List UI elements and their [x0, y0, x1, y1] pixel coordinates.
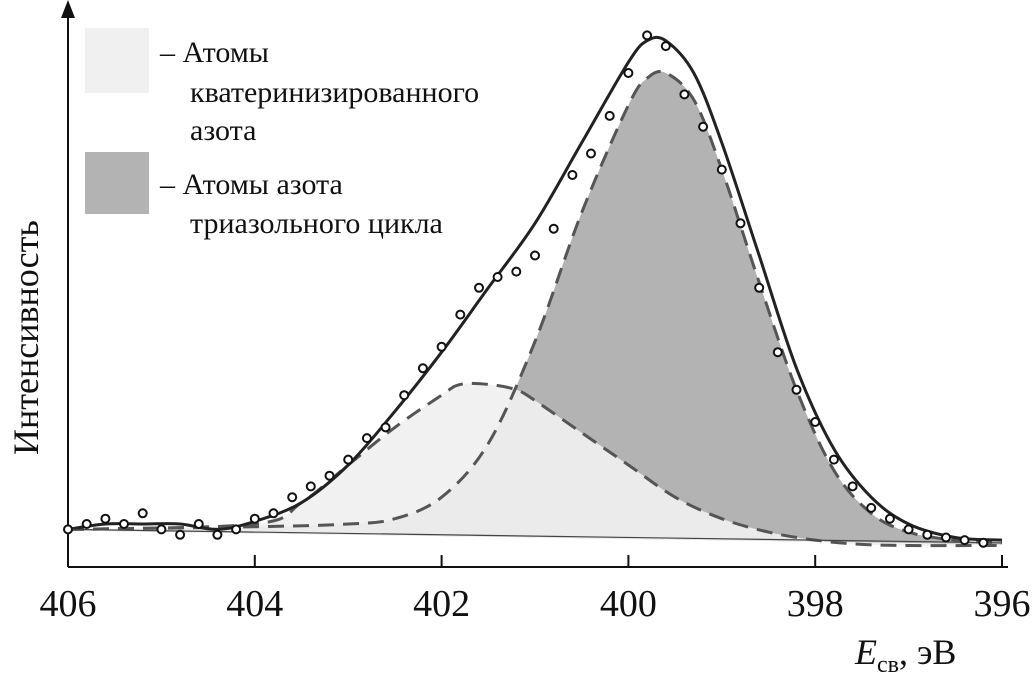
data-point: [660, 41, 671, 52]
x-tick-label: 396: [974, 583, 1031, 625]
data-point: [567, 170, 578, 180]
legend-label-triazole: – Атомы азота: [159, 168, 343, 201]
x-ticks: 406 404 402 400 398 396: [40, 555, 1031, 625]
data-point: [156, 524, 167, 535]
data-point: [866, 502, 877, 513]
data-point: [455, 309, 466, 320]
data-point: [193, 519, 204, 529]
data-point: [735, 218, 746, 229]
data-point: [119, 519, 129, 529]
data-point: [922, 529, 933, 540]
data-point: [287, 492, 298, 503]
data-point: [231, 524, 242, 535]
data-point: [941, 532, 951, 543]
series-area-0: [68, 71, 1002, 545]
legend-label-triazole-line2: триазольного цикла: [190, 207, 443, 240]
x-axis-label-unit: , эВ: [899, 632, 956, 672]
series-areas: [68, 71, 1002, 546]
data-point: [361, 433, 372, 444]
data-point: [324, 470, 335, 481]
data-point: [474, 282, 484, 293]
data-point: [305, 481, 316, 492]
series-markers: [63, 30, 989, 548]
series-area-1: [68, 383, 1002, 546]
data-point: [716, 164, 727, 175]
legend-label-quaternized-line3: азота: [190, 114, 256, 147]
data-point: [698, 121, 709, 132]
data-point: [530, 250, 540, 261]
series-lines: [67, 35, 1003, 548]
data-point: [604, 110, 615, 121]
x-axis-label: Eсв, эВ: [854, 632, 956, 678]
data-point: [847, 481, 858, 492]
x-tick-label: 398: [787, 583, 844, 625]
data-point: [249, 513, 260, 524]
data-point: [828, 454, 839, 465]
x-tick-label: 406: [40, 583, 97, 625]
legend-label-quaternized-line2: кватеринизированного: [190, 76, 479, 109]
data-point: [63, 524, 73, 535]
data-point: [436, 341, 447, 352]
data-point: [399, 390, 410, 401]
x-axis-label-subscript: св: [877, 652, 899, 678]
data-point: [417, 363, 428, 374]
data-point: [959, 535, 970, 546]
data-point: [100, 513, 111, 524]
x-tick-label: 400: [600, 583, 657, 625]
x-tick-label: 402: [413, 583, 470, 625]
fit-line: [67, 35, 1003, 542]
data-point: [642, 30, 653, 41]
data-point: [791, 384, 802, 395]
data-point: [903, 524, 914, 535]
data-point: [772, 347, 783, 358]
data-point: [623, 68, 634, 78]
data-point: [978, 537, 989, 548]
legend: – Атомы кватеринизированного азота – Ато…: [85, 28, 479, 240]
legend-label-quaternized: – Атомы: [159, 36, 269, 69]
data-point: [548, 223, 559, 234]
data-point: [343, 454, 354, 465]
data-point: [81, 519, 92, 529]
y-axis-label: Интенсивность: [6, 220, 46, 455]
data-point: [511, 266, 522, 277]
legend-swatch-quaternized: [85, 28, 149, 93]
x-axis-label-symbol: E: [854, 632, 877, 672]
data-point: [754, 282, 765, 293]
data-point: [810, 417, 821, 427]
data-point: [586, 148, 596, 159]
data-point: [137, 508, 148, 519]
baseline-line: [67, 528, 1003, 544]
y-axis-arrow: [61, 0, 75, 18]
data-point: [212, 529, 223, 540]
data-point: [884, 513, 895, 524]
data-point: [380, 422, 391, 433]
series-dashed-line-0: [67, 70, 1003, 545]
data-point: [175, 529, 186, 540]
data-point: [492, 272, 503, 282]
x-tick-label: 404: [226, 583, 283, 625]
data-point: [679, 89, 690, 100]
legend-swatch-triazole: [85, 152, 149, 214]
data-point: [268, 508, 279, 519]
